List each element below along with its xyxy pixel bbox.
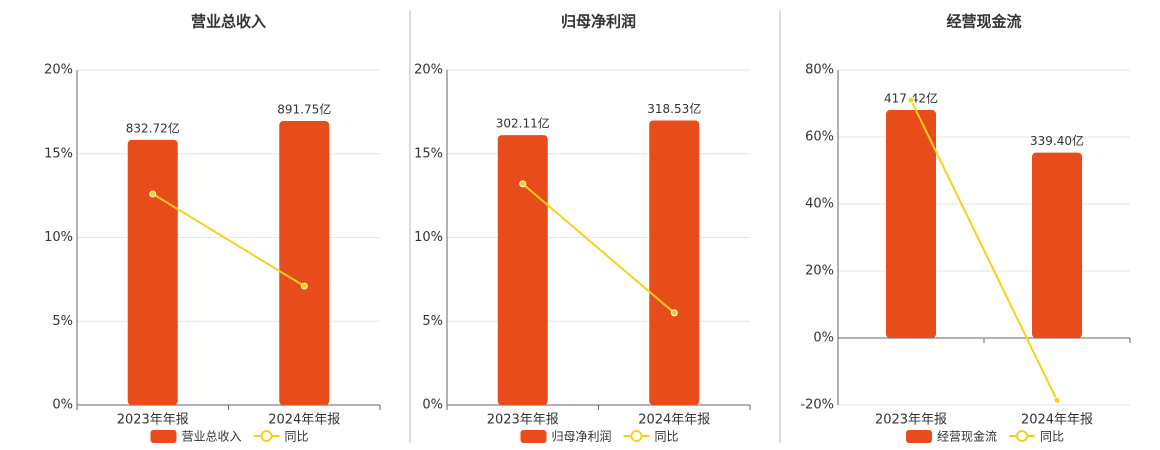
y-tick-label: 5% <box>52 314 73 329</box>
bar <box>1032 152 1082 338</box>
line <box>152 193 305 287</box>
bar-value-label: 891.75亿 <box>277 102 331 117</box>
legend-swatch <box>150 430 177 443</box>
y-tick-label: 15% <box>414 146 443 161</box>
chart-title: 营业总收入 <box>191 13 266 31</box>
y-tick-label: 5% <box>422 314 443 329</box>
line-point <box>300 282 308 290</box>
line <box>522 183 675 314</box>
legend-label: 经营现金流 <box>937 429 997 444</box>
y-tick-label: 80% <box>805 63 834 78</box>
x-tick-label: 2024年年报 <box>638 413 710 428</box>
line-point <box>907 96 915 104</box>
y-tick-label: 0% <box>813 331 834 346</box>
bar <box>649 120 700 405</box>
bar <box>497 135 548 406</box>
line-point <box>149 190 157 198</box>
legend-swatch <box>906 430 932 443</box>
legend-label: 归母净利润 <box>552 430 612 444</box>
legend-label: 同比 <box>1040 430 1064 444</box>
line-point <box>1053 396 1061 404</box>
y-tick-label: 10% <box>44 230 73 245</box>
legend-label: 同比 <box>655 430 679 444</box>
legend-swatch <box>630 430 643 442</box>
bar-value-label: 302.11亿 <box>496 116 550 131</box>
legend-label: 同比 <box>285 430 309 444</box>
line-point <box>670 309 678 317</box>
x-tick-label: 2023年年报 <box>117 413 189 428</box>
y-tick-label: 20% <box>805 264 834 279</box>
line-point <box>519 180 527 188</box>
y-tick-label: -20% <box>800 398 834 413</box>
y-tick-label: 20% <box>414 63 443 78</box>
bar <box>127 139 178 405</box>
line <box>910 99 1058 401</box>
x-tick-label: 2024年年报 <box>268 413 340 428</box>
bar-value-label: 832.72亿 <box>126 120 180 135</box>
bar <box>279 121 330 405</box>
x-tick-label: 2023年年报 <box>875 413 947 428</box>
y-tick-label: 10% <box>414 230 443 245</box>
legend-swatch <box>520 430 547 443</box>
x-tick-label: 2024年年报 <box>1021 413 1093 428</box>
y-tick-label: 20% <box>44 63 73 78</box>
y-tick-label: 0% <box>52 398 73 413</box>
y-tick-label: 15% <box>44 146 73 161</box>
legend-swatch <box>1016 430 1029 442</box>
bar-value-label: 318.53亿 <box>647 101 701 116</box>
x-tick-label: 2023年年报 <box>487 413 559 428</box>
y-tick-label: 40% <box>805 197 834 212</box>
y-tick-label: 0% <box>422 398 443 413</box>
bar-value-label: 339.40亿 <box>1030 133 1084 148</box>
bar <box>886 110 936 338</box>
chart-title: 归母净利润 <box>561 13 636 31</box>
y-tick-label: 60% <box>805 130 834 145</box>
chart-title: 经营现金流 <box>946 13 1021 31</box>
legend-label: 营业总收入 <box>182 430 242 444</box>
legend-swatch <box>260 430 273 442</box>
